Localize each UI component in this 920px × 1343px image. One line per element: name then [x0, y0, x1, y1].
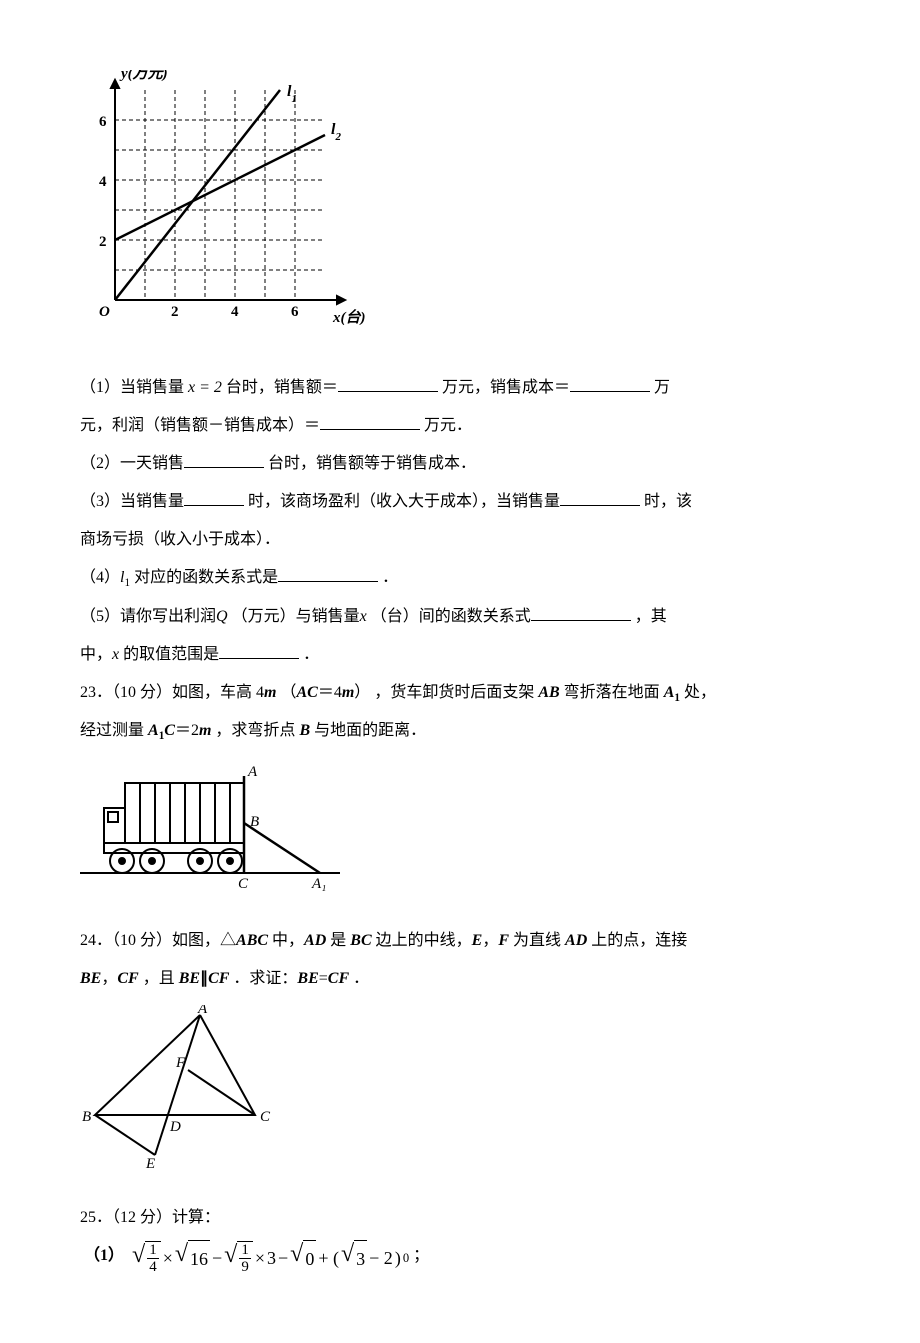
- label-C: C: [238, 876, 249, 892]
- question-5: （5）请你写出利润Q （万元）与销售量x （台）间的函数关系式 ，其: [80, 601, 840, 633]
- svg-text:4: 4: [99, 174, 107, 190]
- blank: [320, 413, 420, 430]
- svg-text:2: 2: [99, 234, 107, 250]
- chart-figure: 2 4 6 2 4 6 O y(万元) x(台) l1: [80, 70, 840, 352]
- label-F: F: [175, 1055, 186, 1071]
- question-25-part1: （1） √ 14 × √16 − √ 19 × 3 − √0 + ( √3 − …: [80, 1240, 840, 1277]
- svg-text:6: 6: [291, 304, 299, 320]
- blank: [531, 604, 631, 621]
- origin-label: O: [99, 304, 110, 320]
- label-D: D: [169, 1119, 181, 1135]
- blank: [570, 375, 650, 392]
- l2-label: l2: [331, 121, 341, 143]
- blank: [560, 489, 640, 506]
- l1-label: l1: [287, 83, 297, 105]
- question-24-line2: BE，CF ，且 BE∥CF ．求证：BE=CF ．: [80, 963, 840, 995]
- truck-figure: A B C A₁: [80, 758, 840, 905]
- svg-text:2: 2: [171, 304, 179, 320]
- blank: [184, 451, 264, 468]
- triangle-diagram: A B C D E F: [80, 1005, 300, 1170]
- question-23-line2: 经过测量 A1C＝2m ，求弯折点 B 与地面的距离．: [80, 715, 840, 748]
- question-4: （4）l1 对应的函数关系式是 ．: [80, 562, 840, 595]
- line-chart: 2 4 6 2 4 6 O y(万元) x(台) l1: [80, 70, 380, 340]
- truck-diagram: A B C A₁: [80, 758, 340, 893]
- question-25-header: 25．（12 分）计算：: [80, 1202, 840, 1234]
- question-3: （3）当销售量 时，该商场盈利（收入大于成本），当销售量 时，该: [80, 486, 840, 518]
- question-3-line2: 商场亏损（收入小于成本）．: [80, 524, 840, 556]
- svg-text:6: 6: [99, 114, 107, 130]
- question-1: （1）当销售量 x = 2 台时，销售额＝ 万元，销售成本＝ 万: [80, 372, 840, 404]
- blank: [278, 565, 378, 582]
- blank: [184, 489, 244, 506]
- y-axis-label: y(万元): [119, 70, 168, 82]
- label-C: C: [260, 1109, 271, 1125]
- x-axis-label: x(台): [332, 308, 366, 326]
- question-2: （2）一天销售 台时，销售额等于销售成本．: [80, 448, 840, 480]
- question-24: 24．（10 分）如图，△ABC 中，AD 是 BC 边上的中线，E，F 为直线…: [80, 925, 840, 957]
- label-A1: A₁: [311, 876, 326, 892]
- blank: [219, 642, 299, 659]
- svg-text:4: 4: [231, 304, 239, 320]
- label-A: A: [247, 764, 258, 780]
- var-x-eq-2: x = 2: [188, 379, 222, 396]
- triangle-figure: A B C D E F: [80, 1005, 840, 1182]
- question-1-line2: 元，利润（销售额－销售成本）＝ 万元．: [80, 410, 840, 442]
- label-B: B: [250, 814, 259, 830]
- blank: [338, 375, 438, 392]
- question-5-line2: 中，x 的取值范围是 ．: [80, 639, 840, 671]
- label-A: A: [197, 1005, 208, 1017]
- label-B: B: [82, 1109, 91, 1125]
- question-23: 23．（10 分）如图，车高 4m （AC＝4m） ，货车卸货时后面支架 AB …: [80, 677, 840, 710]
- label-E: E: [145, 1156, 155, 1170]
